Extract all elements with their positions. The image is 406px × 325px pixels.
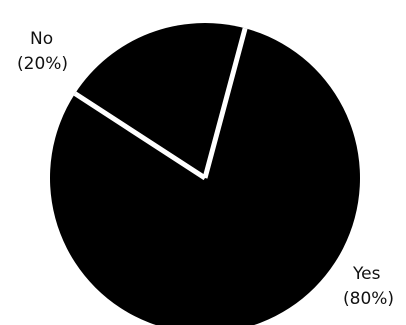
label-yes-percent: (80%)	[343, 289, 394, 309]
slice-separator-2	[202, 27, 248, 179]
slice-separator-1	[73, 91, 207, 181]
pie-slice-yes	[50, 28, 360, 325]
pie-slices	[50, 22, 360, 325]
label-no-percent: (20%)	[17, 54, 68, 74]
label-no-name: No	[30, 29, 53, 49]
label-yes-name: Yes	[352, 264, 381, 284]
pie-slice-no	[75, 22, 246, 179]
slice-separators	[73, 27, 248, 181]
